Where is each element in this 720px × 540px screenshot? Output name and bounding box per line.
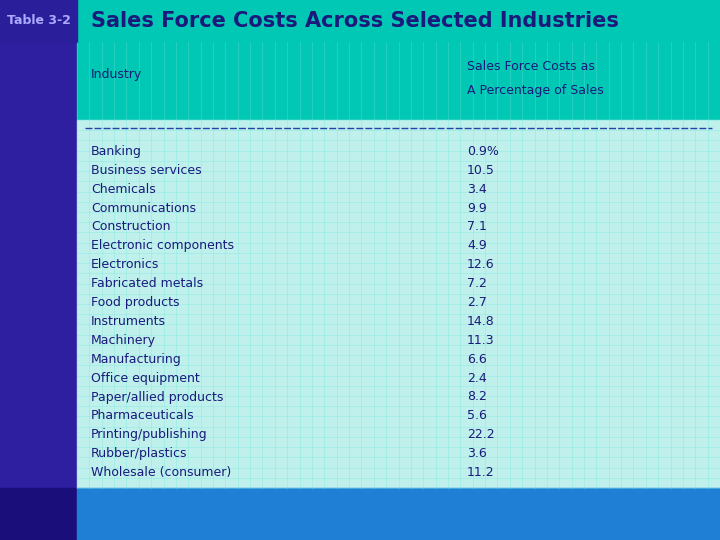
Text: Industry: Industry: [91, 68, 143, 81]
Text: 8.2: 8.2: [467, 390, 487, 403]
Text: Pharmaceuticals: Pharmaceuticals: [91, 409, 194, 422]
Text: Instruments: Instruments: [91, 315, 166, 328]
Text: Construction: Construction: [91, 220, 171, 233]
Bar: [77, 42, 720, 120]
Bar: [77, 120, 720, 488]
Text: Chemicals: Chemicals: [91, 183, 156, 195]
Bar: [77, 488, 720, 540]
Text: Banking: Banking: [91, 145, 142, 158]
Text: Office equipment: Office equipment: [91, 372, 199, 384]
Bar: [77, 0, 720, 42]
Text: 0.9%: 0.9%: [467, 145, 499, 158]
Text: Electronic components: Electronic components: [91, 239, 234, 252]
Text: 11.2: 11.2: [467, 466, 495, 479]
Text: 5.6: 5.6: [467, 409, 487, 422]
Text: 2.4: 2.4: [467, 372, 487, 384]
Text: 3.4: 3.4: [467, 183, 487, 195]
Text: Electronics: Electronics: [91, 258, 159, 271]
Text: A Percentage of Sales: A Percentage of Sales: [467, 84, 604, 97]
Text: Food products: Food products: [91, 296, 179, 309]
Text: 14.8: 14.8: [467, 315, 495, 328]
Text: 12.6: 12.6: [467, 258, 495, 271]
Text: 7.1: 7.1: [467, 220, 487, 233]
Bar: [0, 0, 77, 42]
Text: Sales Force Costs as: Sales Force Costs as: [467, 60, 595, 73]
Text: Printing/publishing: Printing/publishing: [91, 428, 207, 441]
Text: Paper/allied products: Paper/allied products: [91, 390, 223, 403]
Text: Communications: Communications: [91, 201, 196, 214]
Bar: [0, 0, 77, 488]
Text: 3.6: 3.6: [467, 447, 487, 460]
Text: Wholesale (consumer): Wholesale (consumer): [91, 466, 231, 479]
Text: Manufacturing: Manufacturing: [91, 353, 181, 366]
Text: Fabricated metals: Fabricated metals: [91, 277, 203, 290]
Text: 7.2: 7.2: [467, 277, 487, 290]
Text: Business services: Business services: [91, 164, 202, 177]
Text: 11.3: 11.3: [467, 334, 495, 347]
Text: 10.5: 10.5: [467, 164, 495, 177]
Bar: [0, 488, 77, 540]
Text: 4.9: 4.9: [467, 239, 487, 252]
Text: Sales Force Costs Across Selected Industries: Sales Force Costs Across Selected Indust…: [91, 11, 619, 31]
Text: Table 3-2: Table 3-2: [6, 15, 71, 28]
Text: 22.2: 22.2: [467, 428, 495, 441]
Text: Rubber/plastics: Rubber/plastics: [91, 447, 187, 460]
Text: 2.7: 2.7: [467, 296, 487, 309]
Text: Machinery: Machinery: [91, 334, 156, 347]
Text: 9.9: 9.9: [467, 201, 487, 214]
Text: 6.6: 6.6: [467, 353, 487, 366]
